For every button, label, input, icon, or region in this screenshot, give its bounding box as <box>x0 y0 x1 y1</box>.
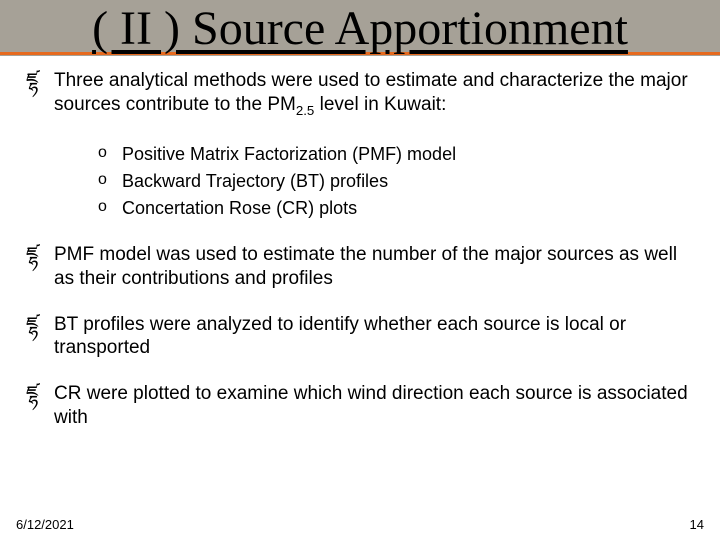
bullet-text: CR were plotted to examine which wind di… <box>54 382 694 430</box>
bullet-item: ཛྷ CR were plotted to examine which wind … <box>26 382 694 430</box>
sublist: o Positive Matrix Factorization (PMF) mo… <box>98 142 694 222</box>
sublist-item: o Positive Matrix Factorization (PMF) mo… <box>98 142 694 167</box>
footer-page-number: 14 <box>690 517 704 532</box>
sublist-marker-icon: o <box>98 142 122 164</box>
bullet-item: ཛྷ PMF model was used to estimate the num… <box>26 243 694 291</box>
bullet-marker-icon: ཛྷ <box>26 313 54 337</box>
sublist-item: o Concertation Rose (CR) plots <box>98 196 694 221</box>
slide: ( II ) Source Apportionment ཛྷ Three anal… <box>0 0 720 540</box>
sublist-marker-icon: o <box>98 169 122 191</box>
sublist-item: o Backward Trajectory (BT) profiles <box>98 169 694 194</box>
footer-date: 6/12/2021 <box>16 517 74 532</box>
bullet-item: ཛྷ BT profiles were analyzed to identify … <box>26 313 694 361</box>
title-band: ( II ) Source Apportionment <box>0 0 720 56</box>
bullet-text: BT profiles were analyzed to identify wh… <box>54 313 694 361</box>
bullet-marker-icon: ཛྷ <box>26 382 54 406</box>
bullet-marker-icon: ཛྷ <box>26 69 54 93</box>
bullet-item: ཛྷ Three analytical methods were used to … <box>26 69 694 119</box>
bullet-text: Three analytical methods were used to es… <box>54 69 694 119</box>
bullet-marker-icon: ཛྷ <box>26 243 54 267</box>
bullet-text: PMF model was used to estimate the numbe… <box>54 243 694 291</box>
slide-title: ( II ) Source Apportionment <box>92 0 628 56</box>
sublist-text: Positive Matrix Factorization (PMF) mode… <box>122 142 456 167</box>
sublist-text: Backward Trajectory (BT) profiles <box>122 169 388 194</box>
sublist-marker-icon: o <box>98 196 122 218</box>
slide-body: ཛྷ Three analytical methods were used to … <box>0 55 720 429</box>
sublist-text: Concertation Rose (CR) plots <box>122 196 357 221</box>
